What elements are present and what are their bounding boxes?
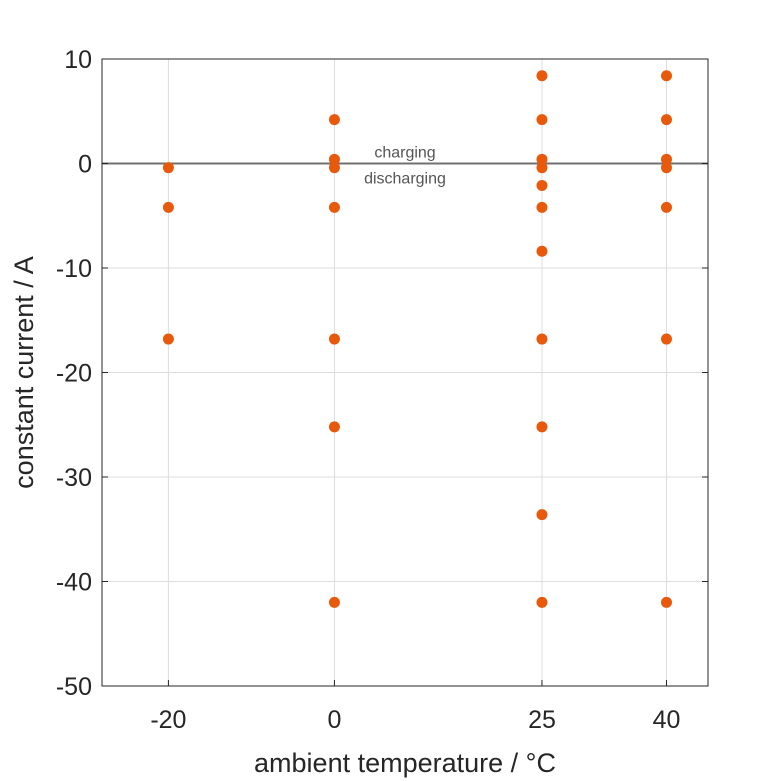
y-tick-label: 10 (64, 46, 92, 74)
data-point (536, 421, 548, 433)
y-tick-label: -50 (56, 673, 92, 701)
y-axis-ticks: 10 0 -10 -20 -30 -40 -50 (56, 46, 708, 701)
data-point (328, 333, 340, 345)
data-points (162, 70, 672, 608)
x-tick-label: 40 (653, 706, 681, 734)
y-axis-label: constant current / A (9, 256, 39, 489)
data-point (536, 70, 548, 82)
data-point (536, 245, 548, 257)
x-tick-label: -20 (150, 706, 186, 734)
data-point (536, 179, 548, 191)
x-axis-ticks: -20 0 25 40 (150, 680, 680, 734)
data-point (162, 201, 174, 213)
data-point (660, 201, 672, 213)
data-point (536, 153, 548, 165)
annotation-charging: charging (374, 145, 435, 162)
data-point (536, 162, 548, 174)
y-tick-label: -20 (56, 360, 92, 388)
data-point (328, 421, 340, 433)
data-point (660, 114, 672, 126)
data-point (162, 333, 174, 345)
data-point (660, 596, 672, 608)
annotation-discharging: discharging (364, 171, 446, 188)
y-tick-label: -40 (56, 569, 92, 597)
data-point (328, 153, 340, 165)
data-point (162, 162, 174, 174)
data-point (536, 333, 548, 345)
y-tick-label: -10 (56, 255, 92, 283)
data-point (536, 596, 548, 608)
y-tick-label: 0 (78, 151, 92, 179)
y-tick-label: -30 (56, 464, 92, 492)
data-point (660, 153, 672, 165)
data-point (660, 70, 672, 82)
data-point (328, 596, 340, 608)
data-point (328, 114, 340, 126)
data-point (660, 162, 672, 174)
x-axis-label: ambient temperature / °C (254, 748, 556, 778)
x-tick-label: 25 (528, 706, 556, 734)
data-point (536, 114, 548, 126)
x-tick-label: 0 (327, 706, 341, 734)
data-point (536, 201, 548, 213)
data-point (328, 201, 340, 213)
data-point (660, 333, 672, 345)
data-point (328, 162, 340, 174)
data-point (536, 509, 548, 521)
